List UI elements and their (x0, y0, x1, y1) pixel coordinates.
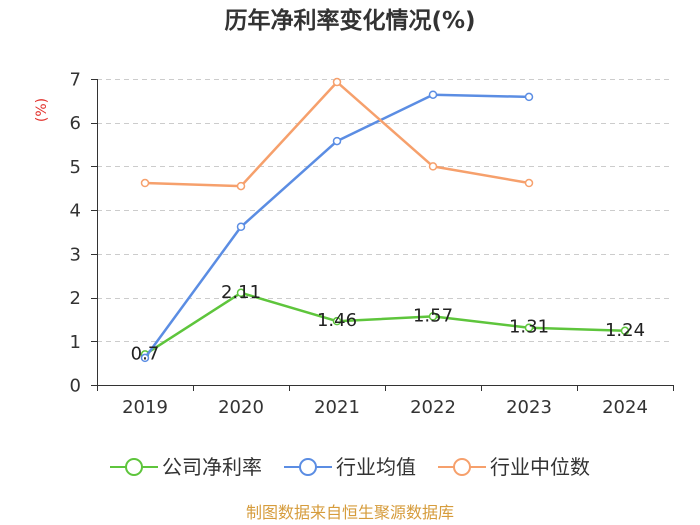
data-label-company-net-margin-2023: 1.31 (509, 317, 549, 338)
axes: 0 1 2 3 4 5 6 7 2019 2020 2021 2022 2023 2024 (70, 70, 674, 418)
series-company-net-margin (140, 288, 630, 359)
point-industry-median-2019 (140, 178, 150, 188)
legend-line-circle-icon (438, 458, 486, 476)
point-company-net-margin-2024 (620, 326, 630, 336)
x-tick-label-2024: 2024 (602, 397, 648, 418)
x-tick-label-2019: 2019 (122, 397, 168, 418)
x-tick-label-2023: 2023 (506, 397, 552, 418)
y-tick-label: 3 (70, 244, 81, 265)
point-company-net-margin-2022 (428, 312, 438, 321)
point-industry-average-2019 (140, 353, 150, 363)
legend-line-circle-icon (284, 458, 332, 476)
legend-label: 公司净利率 (162, 455, 262, 479)
y-tick-label: 1 (70, 332, 81, 353)
point-industry-average-2021 (332, 136, 342, 146)
point-industry-median-2020 (236, 181, 246, 191)
x-tick-label-2022: 2022 (410, 397, 456, 418)
point-industry-median-2021 (332, 77, 342, 87)
y-tick-label: 2 (70, 288, 81, 309)
y-tick-label: 4 (70, 201, 81, 222)
point-company-net-margin-2021 (332, 316, 342, 326)
chart-title: 历年净利率变化情况(%) (224, 8, 476, 34)
legend: 公司净利率 行业均值 行业中位数 (0, 455, 700, 479)
data-label-company-net-margin-2020: 2.11 (221, 282, 261, 303)
data-label-company-net-margin-2021: 1.46 (317, 310, 357, 331)
x-tick-label-2021: 2021 (314, 397, 360, 418)
y-tick-label: 0 (70, 376, 81, 397)
point-company-net-margin-2020 (236, 288, 246, 298)
y-tick-label: 6 (70, 113, 81, 134)
data-label-company-net-margin-2019: 0.7 (131, 343, 160, 364)
y-tick-label: 5 (70, 157, 81, 178)
data-labels: 0.7 2.11 1.46 1.57 1.31 1.24 (131, 282, 645, 365)
point-company-net-margin-2023 (524, 323, 534, 332)
point-industry-median-2022 (428, 162, 438, 171)
series-industry-median (140, 77, 534, 191)
series-industry-average (140, 90, 534, 363)
series (140, 77, 630, 363)
point-industry-average-2020 (236, 222, 246, 232)
point-industry-average-2023 (524, 92, 534, 102)
line-company-net-margin (143, 291, 627, 356)
data-label-company-net-margin-2024: 1.24 (605, 320, 645, 341)
point-industry-average-2022 (428, 90, 438, 99)
data-label-company-net-margin-2022: 1.57 (413, 305, 453, 326)
legend-label: 行业中位数 (490, 455, 590, 479)
legend-line-circle-icon (110, 458, 158, 476)
x-tick-label-2020: 2020 (218, 397, 264, 418)
line-industry-median (143, 80, 531, 188)
source-footnote: 制图数据来自恒生聚源数据库 (245, 503, 454, 522)
legend-label: 行业均值 (336, 455, 416, 479)
point-industry-median-2023 (524, 178, 534, 188)
y-tick-label: 7 (70, 70, 81, 91)
legend-item-industry-median[interactable]: 行业中位数 (438, 455, 590, 479)
legend-item-industry-average[interactable]: 行业均值 (284, 455, 416, 479)
legend-item-company-net-margin[interactable]: 公司净利率 (110, 455, 262, 479)
